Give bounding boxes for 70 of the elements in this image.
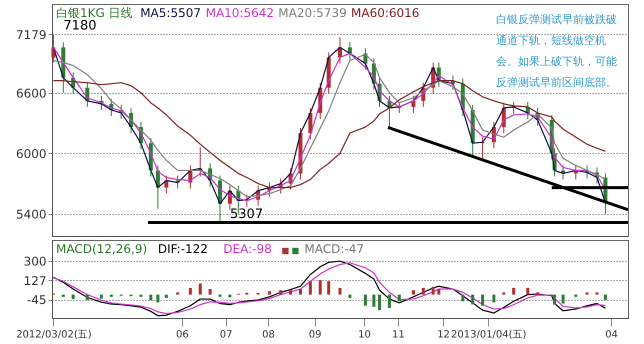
x-tick-label: 10 xyxy=(358,330,371,340)
bar xyxy=(562,294,565,304)
bar xyxy=(378,294,382,310)
annotation: 通道下轨，短线做空机 xyxy=(496,34,606,47)
x-tick-label: 07 xyxy=(220,330,233,340)
y-tick-label: 6600 xyxy=(16,86,46,100)
x-tick-label: 04 xyxy=(605,330,618,340)
y-tick-label: 300 xyxy=(24,254,46,269)
y-tick-label: 6000 xyxy=(16,146,46,161)
text: MA10:5642 xyxy=(206,6,274,20)
legend-label: MACD:-47 xyxy=(304,242,364,256)
bar xyxy=(298,289,302,295)
annotation: 7180 xyxy=(63,18,97,34)
bar xyxy=(318,280,322,295)
text: MA20:5739 xyxy=(278,6,347,20)
bar xyxy=(289,290,292,295)
bar xyxy=(398,294,401,302)
x-tick-label: 11 xyxy=(392,330,405,340)
bar xyxy=(208,289,212,295)
bar xyxy=(268,291,271,295)
text: MA5:5507 xyxy=(140,6,201,20)
x-tick-label: 2013/01/04(五) xyxy=(451,330,527,340)
bar xyxy=(461,294,464,302)
bar xyxy=(327,281,330,295)
bar xyxy=(72,294,75,300)
bar xyxy=(198,283,202,295)
bar xyxy=(432,286,435,295)
annotation: 5307 xyxy=(230,207,264,222)
y-tick-label: 127 xyxy=(24,274,46,288)
bar xyxy=(471,294,474,304)
annotation: 反弹测试早前区间底部。 xyxy=(496,76,617,89)
text: DEA:-98 xyxy=(223,242,272,256)
y-tick-label: 7179 xyxy=(16,28,46,42)
y-tick-label: 5400 xyxy=(16,207,46,222)
bar xyxy=(388,294,391,308)
x-tick-label: 09 xyxy=(308,330,322,340)
bar xyxy=(279,290,282,295)
bar xyxy=(188,288,192,295)
chart-title: 白银1KG 日线 xyxy=(56,6,133,20)
bar xyxy=(604,294,607,300)
bar xyxy=(364,294,367,306)
annotation: 白银反弹测试早前被跌破 xyxy=(496,13,617,26)
text: DIF:-122 xyxy=(158,242,208,256)
bar xyxy=(156,294,160,302)
x-tick-label: 08 xyxy=(262,330,275,340)
bar xyxy=(437,289,440,295)
chart-title: MACD(12,26,9) xyxy=(56,242,148,256)
bar xyxy=(526,288,530,295)
annotation: 会。如果上破下轨，可能 xyxy=(496,55,617,68)
bar xyxy=(228,294,232,298)
bar xyxy=(149,294,152,300)
bar xyxy=(338,288,342,295)
bar xyxy=(164,294,168,298)
candlestick xyxy=(411,95,416,114)
x-tick-label: 12 xyxy=(437,330,450,340)
bar xyxy=(308,281,312,295)
text: MA60:6016 xyxy=(351,6,420,20)
bar xyxy=(348,294,352,298)
bar xyxy=(422,288,425,295)
y-tick-label: -45 xyxy=(26,293,46,308)
bar xyxy=(481,294,484,306)
x-tick-label: 2012/03/02(五) xyxy=(16,330,92,340)
bar xyxy=(100,294,103,299)
x-tick-label: 06 xyxy=(176,330,189,340)
bar xyxy=(412,290,415,295)
bar xyxy=(512,288,516,295)
bar xyxy=(86,294,89,300)
bar xyxy=(492,294,496,302)
bar xyxy=(553,294,556,305)
bar xyxy=(372,294,376,307)
